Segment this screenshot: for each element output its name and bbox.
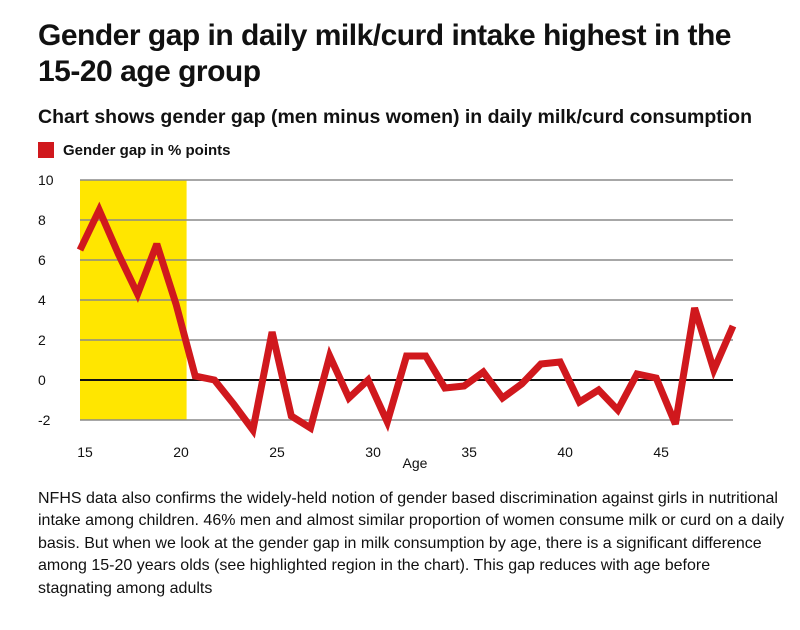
legend-label: Gender gap in % points [63, 141, 231, 159]
x-tick-label: 35 [461, 444, 477, 460]
x-tick-label: 40 [557, 444, 573, 460]
series-line [76, 201, 737, 439]
y-tick-label: -2 [38, 412, 51, 428]
legend-swatch [38, 142, 54, 158]
x-tick-label: 30 [365, 444, 381, 460]
y-tick-label: 6 [38, 252, 46, 268]
y-tick-label: 8 [38, 212, 46, 228]
x-tick-label: 25 [269, 444, 285, 460]
chart-subtitle: Chart shows gender gap (men minus women)… [38, 106, 753, 128]
x-tick-label: 20 [173, 444, 189, 460]
y-tick-label: 2 [38, 332, 46, 348]
legend: Gender gap in % points [38, 140, 231, 160]
x-axis-label: Age [403, 455, 428, 471]
y-tick-label: 0 [38, 372, 46, 388]
chart-title: Gender gap in daily milk/curd intake hig… [38, 19, 731, 88]
y-tick-label: 4 [38, 292, 46, 308]
description-text: NFHS data also confirms the widely-held … [38, 490, 785, 597]
line-chart: -2 0 2 4 6 8 10 15 20 25 30 35 40 45 Age [38, 172, 737, 471]
y-tick-label: 10 [38, 172, 54, 188]
x-tick-label: 15 [77, 444, 93, 460]
x-tick-label: 45 [653, 444, 669, 460]
